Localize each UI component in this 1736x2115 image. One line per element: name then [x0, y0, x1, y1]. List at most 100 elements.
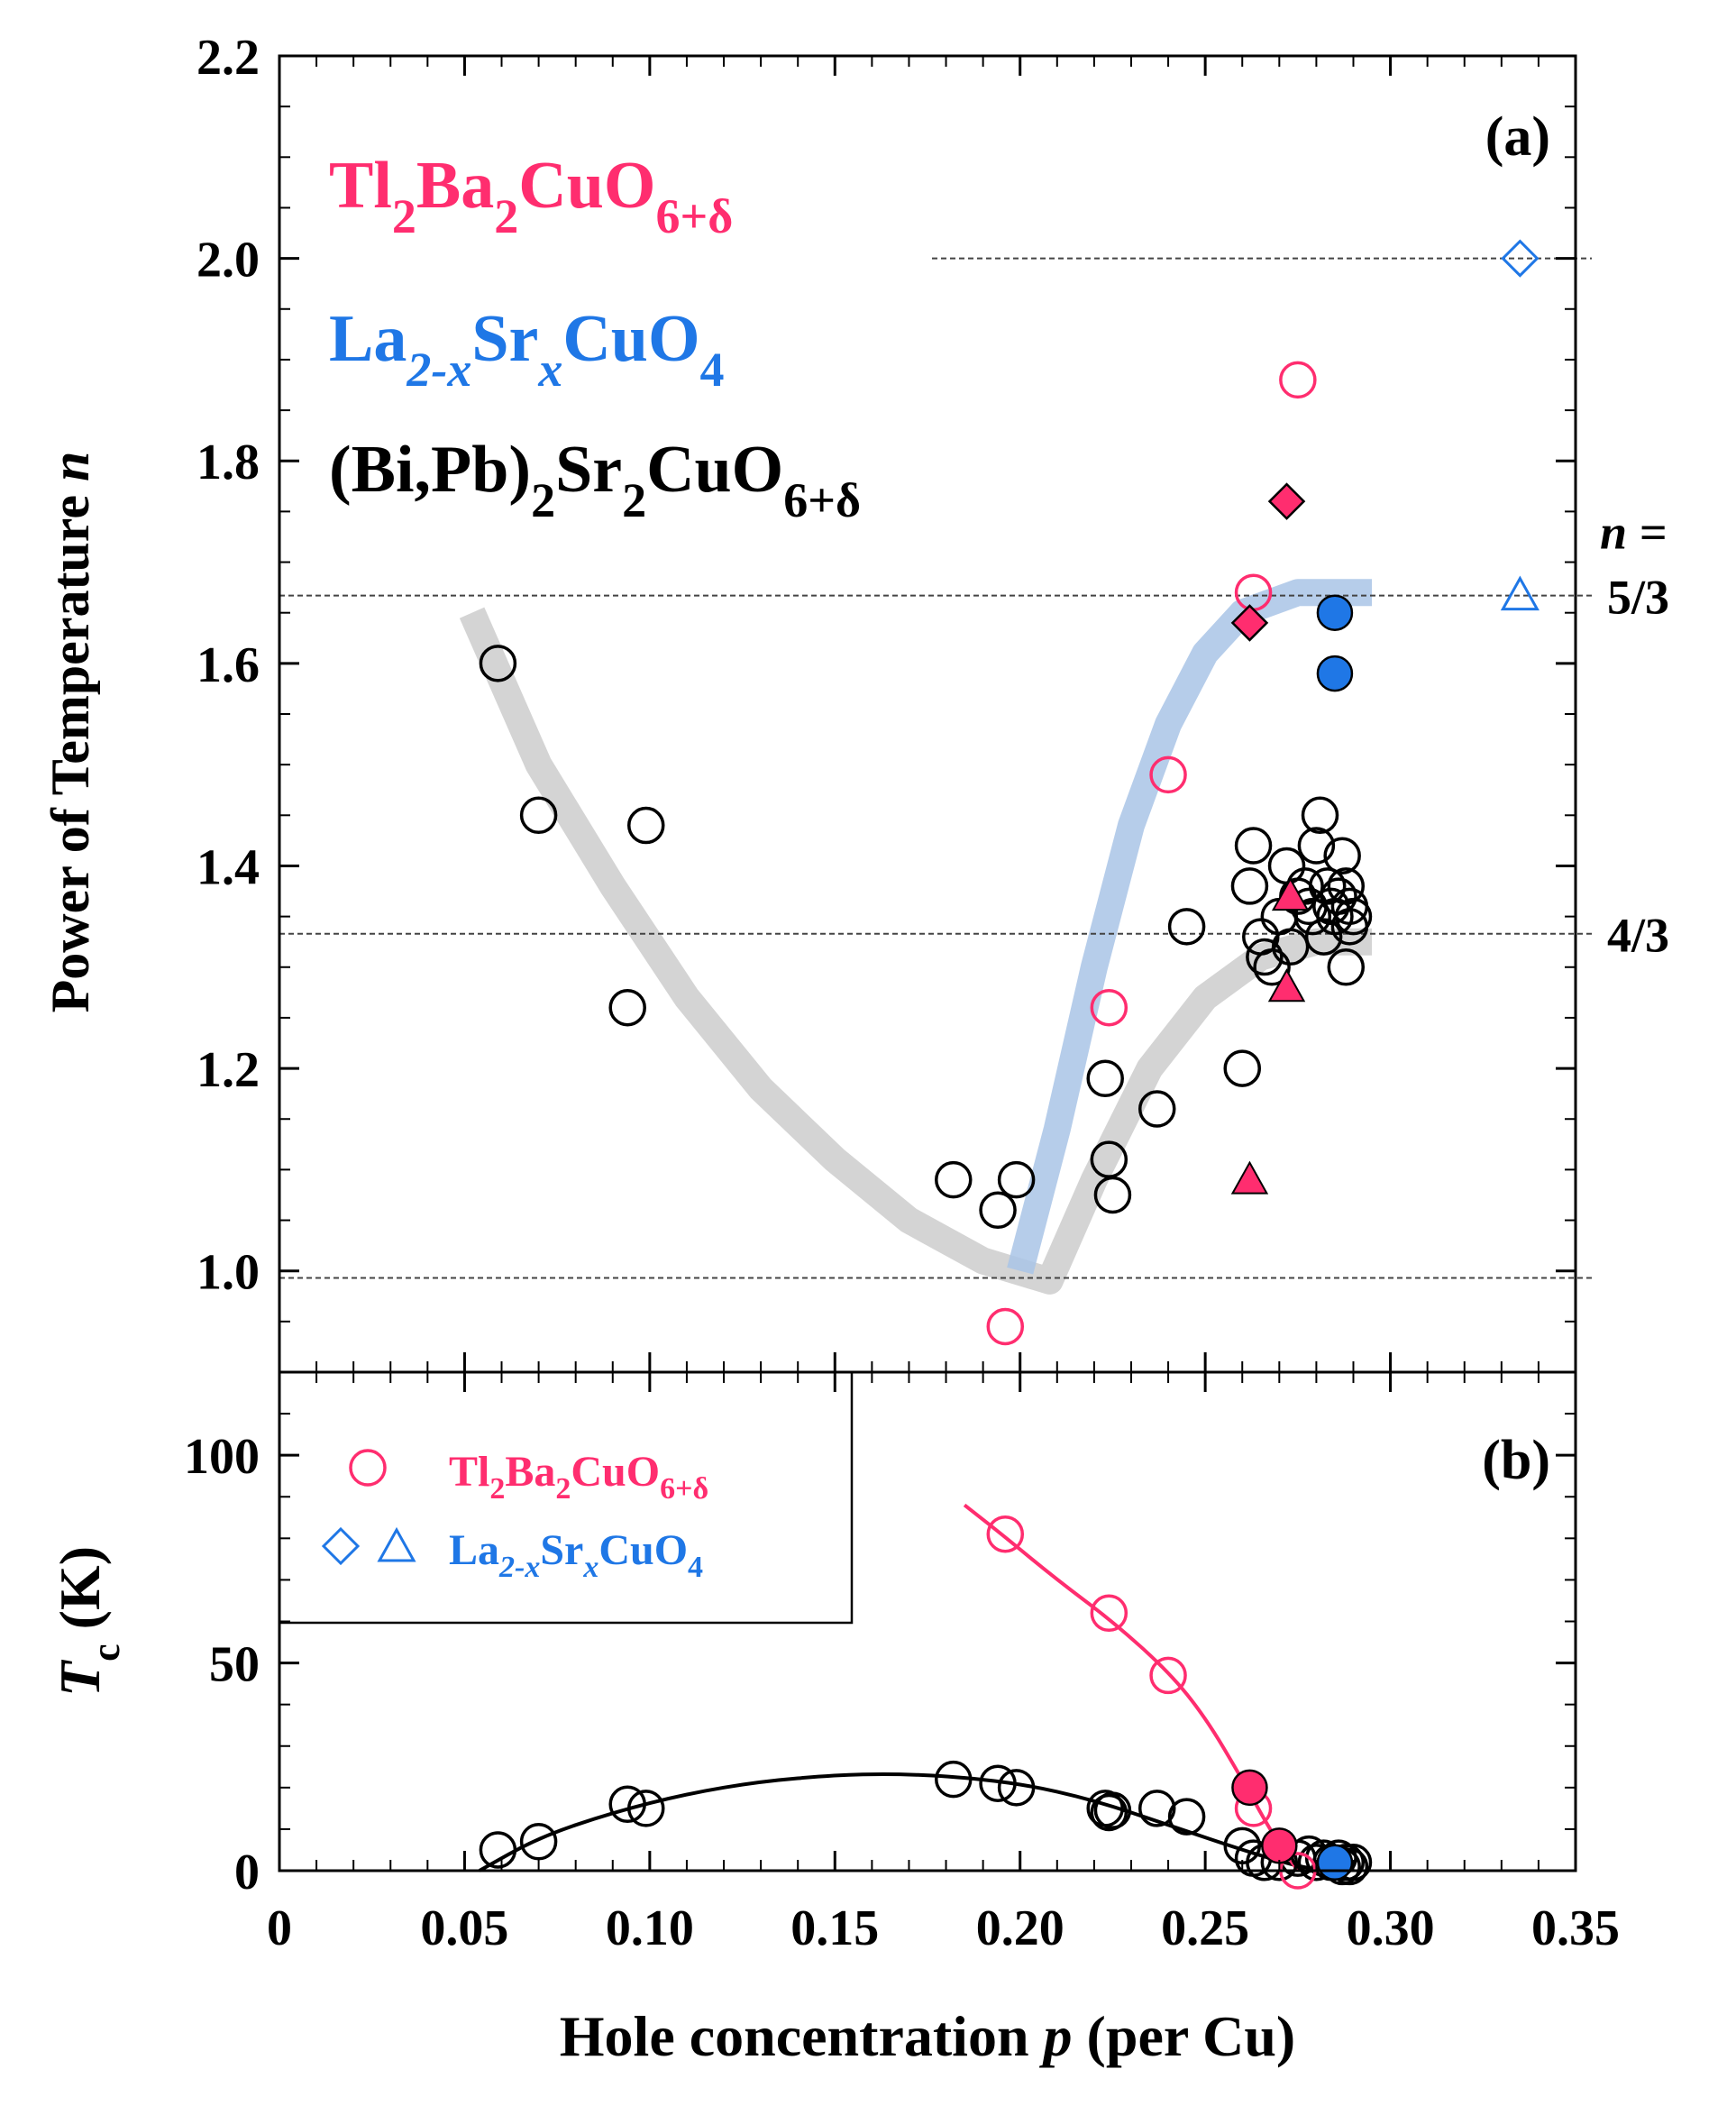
ylabel-a-text: Power of Temperature [41, 481, 100, 1012]
formula-part: Sr [471, 302, 538, 376]
data-point-a [1230, 1160, 1269, 1195]
xtick-label: 0.30 [1347, 1900, 1435, 1956]
formula-sub: 2 [531, 473, 555, 527]
data-point-a [1297, 827, 1336, 865]
ylabel-b: Tc (K) [48, 1546, 128, 1697]
formula-part: Tl [449, 1448, 489, 1496]
formula-part: La [329, 302, 407, 376]
formula-sub: 2-x [406, 343, 471, 397]
data-point-a [1501, 239, 1540, 278]
formula-part: CuO [518, 149, 655, 223]
formula-part: CuO [562, 302, 699, 376]
legend-b-marker-triangle [377, 1526, 416, 1562]
legend-b-marker-circle [349, 1449, 387, 1487]
xlabel: Hole concentration p (per Cu) [560, 2004, 1295, 2068]
data-point-b [1138, 1790, 1176, 1827]
data-point-b [1149, 1656, 1187, 1695]
ylabel-b-unit: (K) [48, 1546, 112, 1643]
formula-sub: 6+δ [655, 189, 733, 243]
formula-part: Sr [540, 1526, 583, 1574]
formula-part: Tl [329, 149, 392, 223]
formula-sub: 6+δ [783, 473, 861, 527]
data-point-a [1093, 1176, 1132, 1214]
ref-label-4-3: 4/3 [1607, 909, 1669, 963]
data-point-b [626, 1790, 665, 1827]
data-point-a [1167, 908, 1206, 946]
plot-frame-b [278, 1370, 1577, 1872]
formula-sub: 2 [555, 1472, 571, 1506]
trend-band-bi [459, 607, 1372, 1295]
data-point-a [1090, 988, 1128, 1027]
data-point-a [1230, 867, 1269, 905]
data-point-b [608, 1785, 646, 1824]
data-point-a [1271, 877, 1310, 911]
data-point-b [479, 1831, 517, 1869]
xtick-label: 0 [267, 1900, 292, 1956]
legend-a-entry: (Bi,Pb)2Sr2CuO6+δ [329, 433, 861, 527]
data-point-a [479, 645, 517, 682]
ref-label-n-var: n = [1600, 506, 1667, 560]
xlabel-var: p [1039, 2004, 1073, 2068]
formula-part: Ba [416, 149, 494, 223]
formula-sub: 4 [688, 1551, 703, 1584]
formula-sub: x [582, 1551, 598, 1584]
data-point-a [1149, 755, 1187, 794]
legend-a-entry: Tl2Ba2CuO6+δ [329, 149, 733, 243]
formula-part: CuO [646, 433, 783, 507]
ytick-label-b: 0 [234, 1845, 260, 1900]
data-point-a [1279, 361, 1317, 399]
data-point-a [626, 806, 665, 845]
ytick-label-b: 100 [184, 1429, 260, 1485]
data-point-a [1323, 837, 1361, 874]
legend-a-entry: La2-xSrxCuO4 [329, 302, 725, 397]
xtick-label: 0.15 [790, 1900, 879, 1956]
formula-sub: 2-x [498, 1551, 540, 1584]
ylabel-a: Power of Temperature n [41, 452, 100, 1013]
data-point-a [979, 1191, 1017, 1230]
legend-box-b [279, 1372, 854, 1625]
trend-band-lsco [1007, 579, 1372, 1275]
ytick-label-b: 50 [209, 1637, 260, 1693]
data-point-a [1223, 1049, 1261, 1087]
data-point-b [519, 1822, 558, 1861]
data-point-a [986, 1307, 1025, 1346]
ytick-label-a: 2.0 [196, 233, 260, 288]
formula-sub: 6+δ [660, 1472, 708, 1506]
formula-sub: x [537, 343, 562, 397]
data-point-b [935, 1760, 973, 1799]
ylabel-a-var: n [41, 452, 100, 481]
ytick-label-a: 2.2 [196, 30, 260, 86]
fit-curve-tl [963, 1503, 1300, 1872]
data-point-a [1500, 575, 1540, 611]
data-point-a [997, 1160, 1036, 1199]
formula-part: Sr [555, 433, 622, 507]
ytick-label-a: 1.4 [196, 839, 260, 895]
data-point-a [608, 988, 646, 1027]
formula-part: La [449, 1526, 499, 1574]
data-point-a [1301, 796, 1339, 835]
data-point-a [1253, 948, 1291, 986]
data-point-a [1234, 827, 1273, 865]
data-point-b [1316, 1844, 1354, 1882]
xtick-label: 0.10 [606, 1900, 694, 1956]
formula-sub: 2 [622, 473, 646, 527]
data-point-b [997, 1769, 1036, 1807]
formula-part: CuO [598, 1526, 688, 1574]
data-point-a [1267, 968, 1306, 1003]
data-point-b [1167, 1798, 1206, 1836]
ytick-label-a: 1.2 [196, 1042, 260, 1098]
data-point-b [979, 1764, 1017, 1802]
xtick-label: 0.05 [420, 1900, 508, 1956]
formula-part: CuO [571, 1448, 660, 1496]
legend-b-entry: La2-xSrxCuO4 [449, 1526, 703, 1584]
ref-label-n: n = [1600, 506, 1667, 560]
data-point-a [1138, 1090, 1176, 1128]
panel-a: n =5/34/31.01.21.41.61.82.02.2(a)Tl2Ba2C… [41, 30, 1669, 1374]
data-point-a [1308, 867, 1347, 905]
data-point-a [1316, 594, 1354, 631]
formula-part: Ba [505, 1448, 555, 1496]
data-point-b [1090, 1594, 1128, 1633]
data-point-a [519, 796, 558, 835]
ytick-label-a: 1.6 [196, 637, 260, 693]
